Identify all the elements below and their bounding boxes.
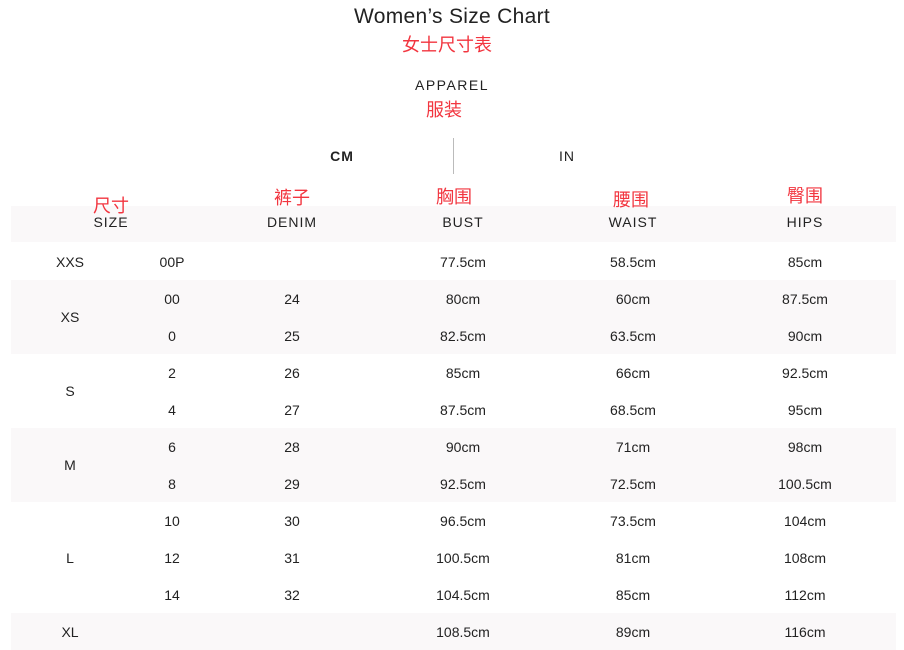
cell-hips: 112cm [784, 586, 826, 603]
tab-cm[interactable]: CM [330, 148, 354, 164]
cell-waist: 71cm [615, 438, 651, 455]
column-header-hips-translation: 臀围 [787, 186, 823, 206]
cell-denim: 25 [284, 327, 300, 344]
cell-size-variant: 6 [168, 438, 176, 455]
cell-waist: 81cm [615, 549, 651, 566]
cell-denim: 27 [284, 401, 300, 418]
cell-size-variant: 14 [164, 586, 180, 603]
tab-divider [453, 138, 454, 174]
cell-hips: 108cm [783, 549, 827, 566]
cell-bust: 92.5cm [440, 475, 486, 492]
cell-size-variant: 4 [168, 401, 176, 418]
cell-size-variant: 8 [168, 475, 176, 492]
cell-bust: 90cm [445, 438, 481, 455]
group-band [11, 280, 896, 354]
page-title-translation: 女士尺寸表 [402, 35, 492, 55]
category-heading: APPAREL [414, 77, 490, 93]
cell-size-variant: 00P [159, 253, 185, 270]
cell-hips: 116cm [784, 623, 826, 640]
cell-denim: 24 [284, 290, 300, 307]
cell-denim: 31 [284, 549, 300, 566]
column-header-hips: HIPS [786, 214, 824, 230]
cell-hips: 95cm [787, 401, 823, 418]
cell-bust: 85cm [445, 364, 481, 381]
column-header-size-translation: 尺寸 [93, 196, 129, 216]
cell-waist: 60cm [615, 290, 651, 307]
cell-waist: 68.5cm [610, 401, 656, 418]
cell-waist: 72.5cm [610, 475, 656, 492]
size-label: XXS [55, 253, 85, 270]
cell-size-variant: 00 [164, 290, 180, 307]
column-header-bust-translation: 胸围 [436, 187, 472, 207]
column-header-denim: DENIM [266, 214, 318, 230]
cell-bust: 82.5cm [440, 327, 486, 344]
cell-size-variant: 0 [168, 327, 176, 344]
table-header-band [11, 206, 896, 242]
cell-size-variant: 12 [164, 549, 180, 566]
cell-size-variant: 10 [164, 512, 180, 529]
cell-denim: 29 [284, 475, 300, 492]
cell-waist: 66cm [615, 364, 651, 381]
size-label: XS [60, 309, 80, 325]
cell-hips: 98cm [787, 438, 823, 455]
group-band [11, 613, 896, 650]
cell-bust: 100.5cm [436, 549, 490, 566]
column-header-waist-translation: 腰围 [613, 190, 649, 210]
cell-denim: 26 [284, 364, 300, 381]
size-label: M [64, 457, 76, 473]
cell-hips: 92.5cm [782, 364, 828, 381]
cell-size-variant: 2 [168, 364, 176, 381]
cell-waist: 63.5cm [610, 327, 656, 344]
cell-waist: 73.5cm [610, 512, 656, 529]
cell-waist: 89cm [615, 623, 651, 640]
cell-bust: 80cm [445, 290, 481, 307]
cell-denim: 32 [284, 586, 300, 603]
cell-hips: 90cm [787, 327, 823, 344]
cell-waist: 58.5cm [610, 253, 656, 270]
column-header-bust: BUST [442, 214, 484, 230]
cell-hips: 104cm [783, 512, 827, 529]
group-band [11, 428, 896, 502]
cell-bust: 96.5cm [440, 512, 486, 529]
cell-bust: 104.5cm [436, 586, 490, 603]
cell-bust: 108.5cm [436, 623, 490, 640]
cell-hips: 85cm [787, 253, 823, 270]
tab-in[interactable]: IN [559, 148, 575, 164]
category-translation: 服装 [426, 100, 462, 120]
size-label: XL [61, 623, 79, 640]
cell-bust: 77.5cm [440, 253, 486, 270]
size-label: L [66, 549, 74, 566]
cell-denim: 30 [284, 512, 300, 529]
cell-hips: 87.5cm [782, 290, 828, 307]
column-header-waist: WAIST [608, 214, 658, 230]
column-header-denim-translation: 裤子 [274, 188, 310, 208]
page-title: Women’s Size Chart [353, 5, 551, 28]
size-label: S [65, 383, 75, 399]
cell-bust: 87.5cm [440, 401, 486, 418]
cell-waist: 85cm [615, 586, 651, 603]
cell-hips: 100.5cm [778, 475, 832, 492]
cell-denim: 28 [284, 438, 300, 455]
column-header-size: SIZE [93, 214, 129, 230]
